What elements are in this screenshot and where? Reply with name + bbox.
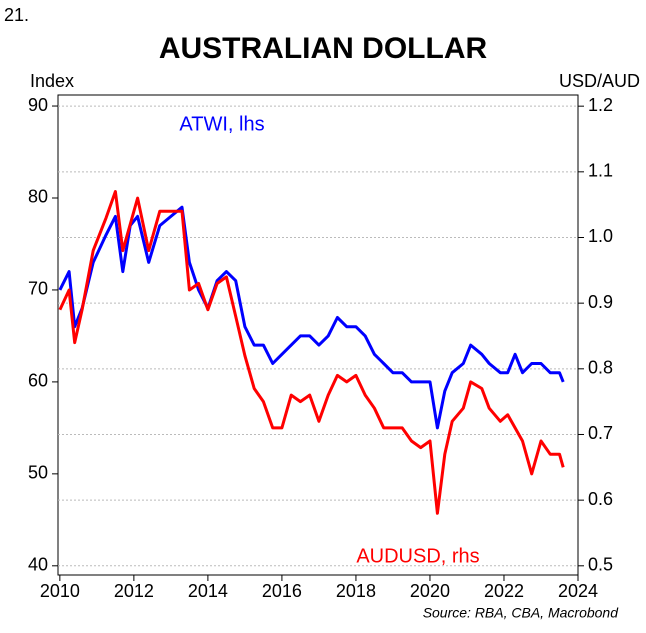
series-label: ATWI, lhs [179, 113, 264, 135]
y-tick-label: 60 [28, 371, 48, 391]
x-tick-label: 2022 [484, 581, 524, 601]
x-tick-label: 2012 [114, 581, 154, 601]
page-number: 21. [4, 5, 29, 25]
y2-tick-label: 0.6 [588, 489, 613, 509]
plot-frame [57, 94, 579, 576]
y-tick-label: 90 [28, 95, 48, 115]
series-label: AUDUSD, rhs [356, 545, 479, 567]
y-axis-label: Index [30, 71, 74, 91]
y2-tick-label: 0.7 [588, 423, 613, 443]
x-tick-label: 2020 [410, 581, 450, 601]
x-tick-label: 2014 [188, 581, 228, 601]
y-tick-label: 50 [28, 463, 48, 483]
y-tick-label: 40 [28, 555, 48, 575]
source: Source: RBA, CBA, Macrobond [423, 605, 620, 621]
y-tick-label: 70 [28, 279, 48, 299]
series-line [58, 205, 565, 430]
y2-tick-label: 1.1 [588, 161, 613, 181]
x-tick-label: 2018 [336, 581, 376, 601]
chart-title: AUSTRALIAN DOLLAR [159, 32, 488, 65]
y2-axis-label: USD/AUD [559, 71, 640, 91]
y-tick-label: 80 [28, 187, 48, 207]
y2-tick-label: 1.0 [588, 226, 613, 246]
x-tick-label: 2024 [558, 581, 598, 601]
y2-tick-label: 0.8 [588, 358, 613, 378]
x-tick-label: 2016 [262, 581, 302, 601]
y2-tick-label: 0.9 [588, 292, 613, 312]
y2-tick-label: 1.2 [588, 95, 613, 115]
y2-tick-label: 0.5 [588, 555, 613, 575]
series-line [58, 190, 565, 515]
x-tick-label: 2010 [40, 581, 80, 601]
